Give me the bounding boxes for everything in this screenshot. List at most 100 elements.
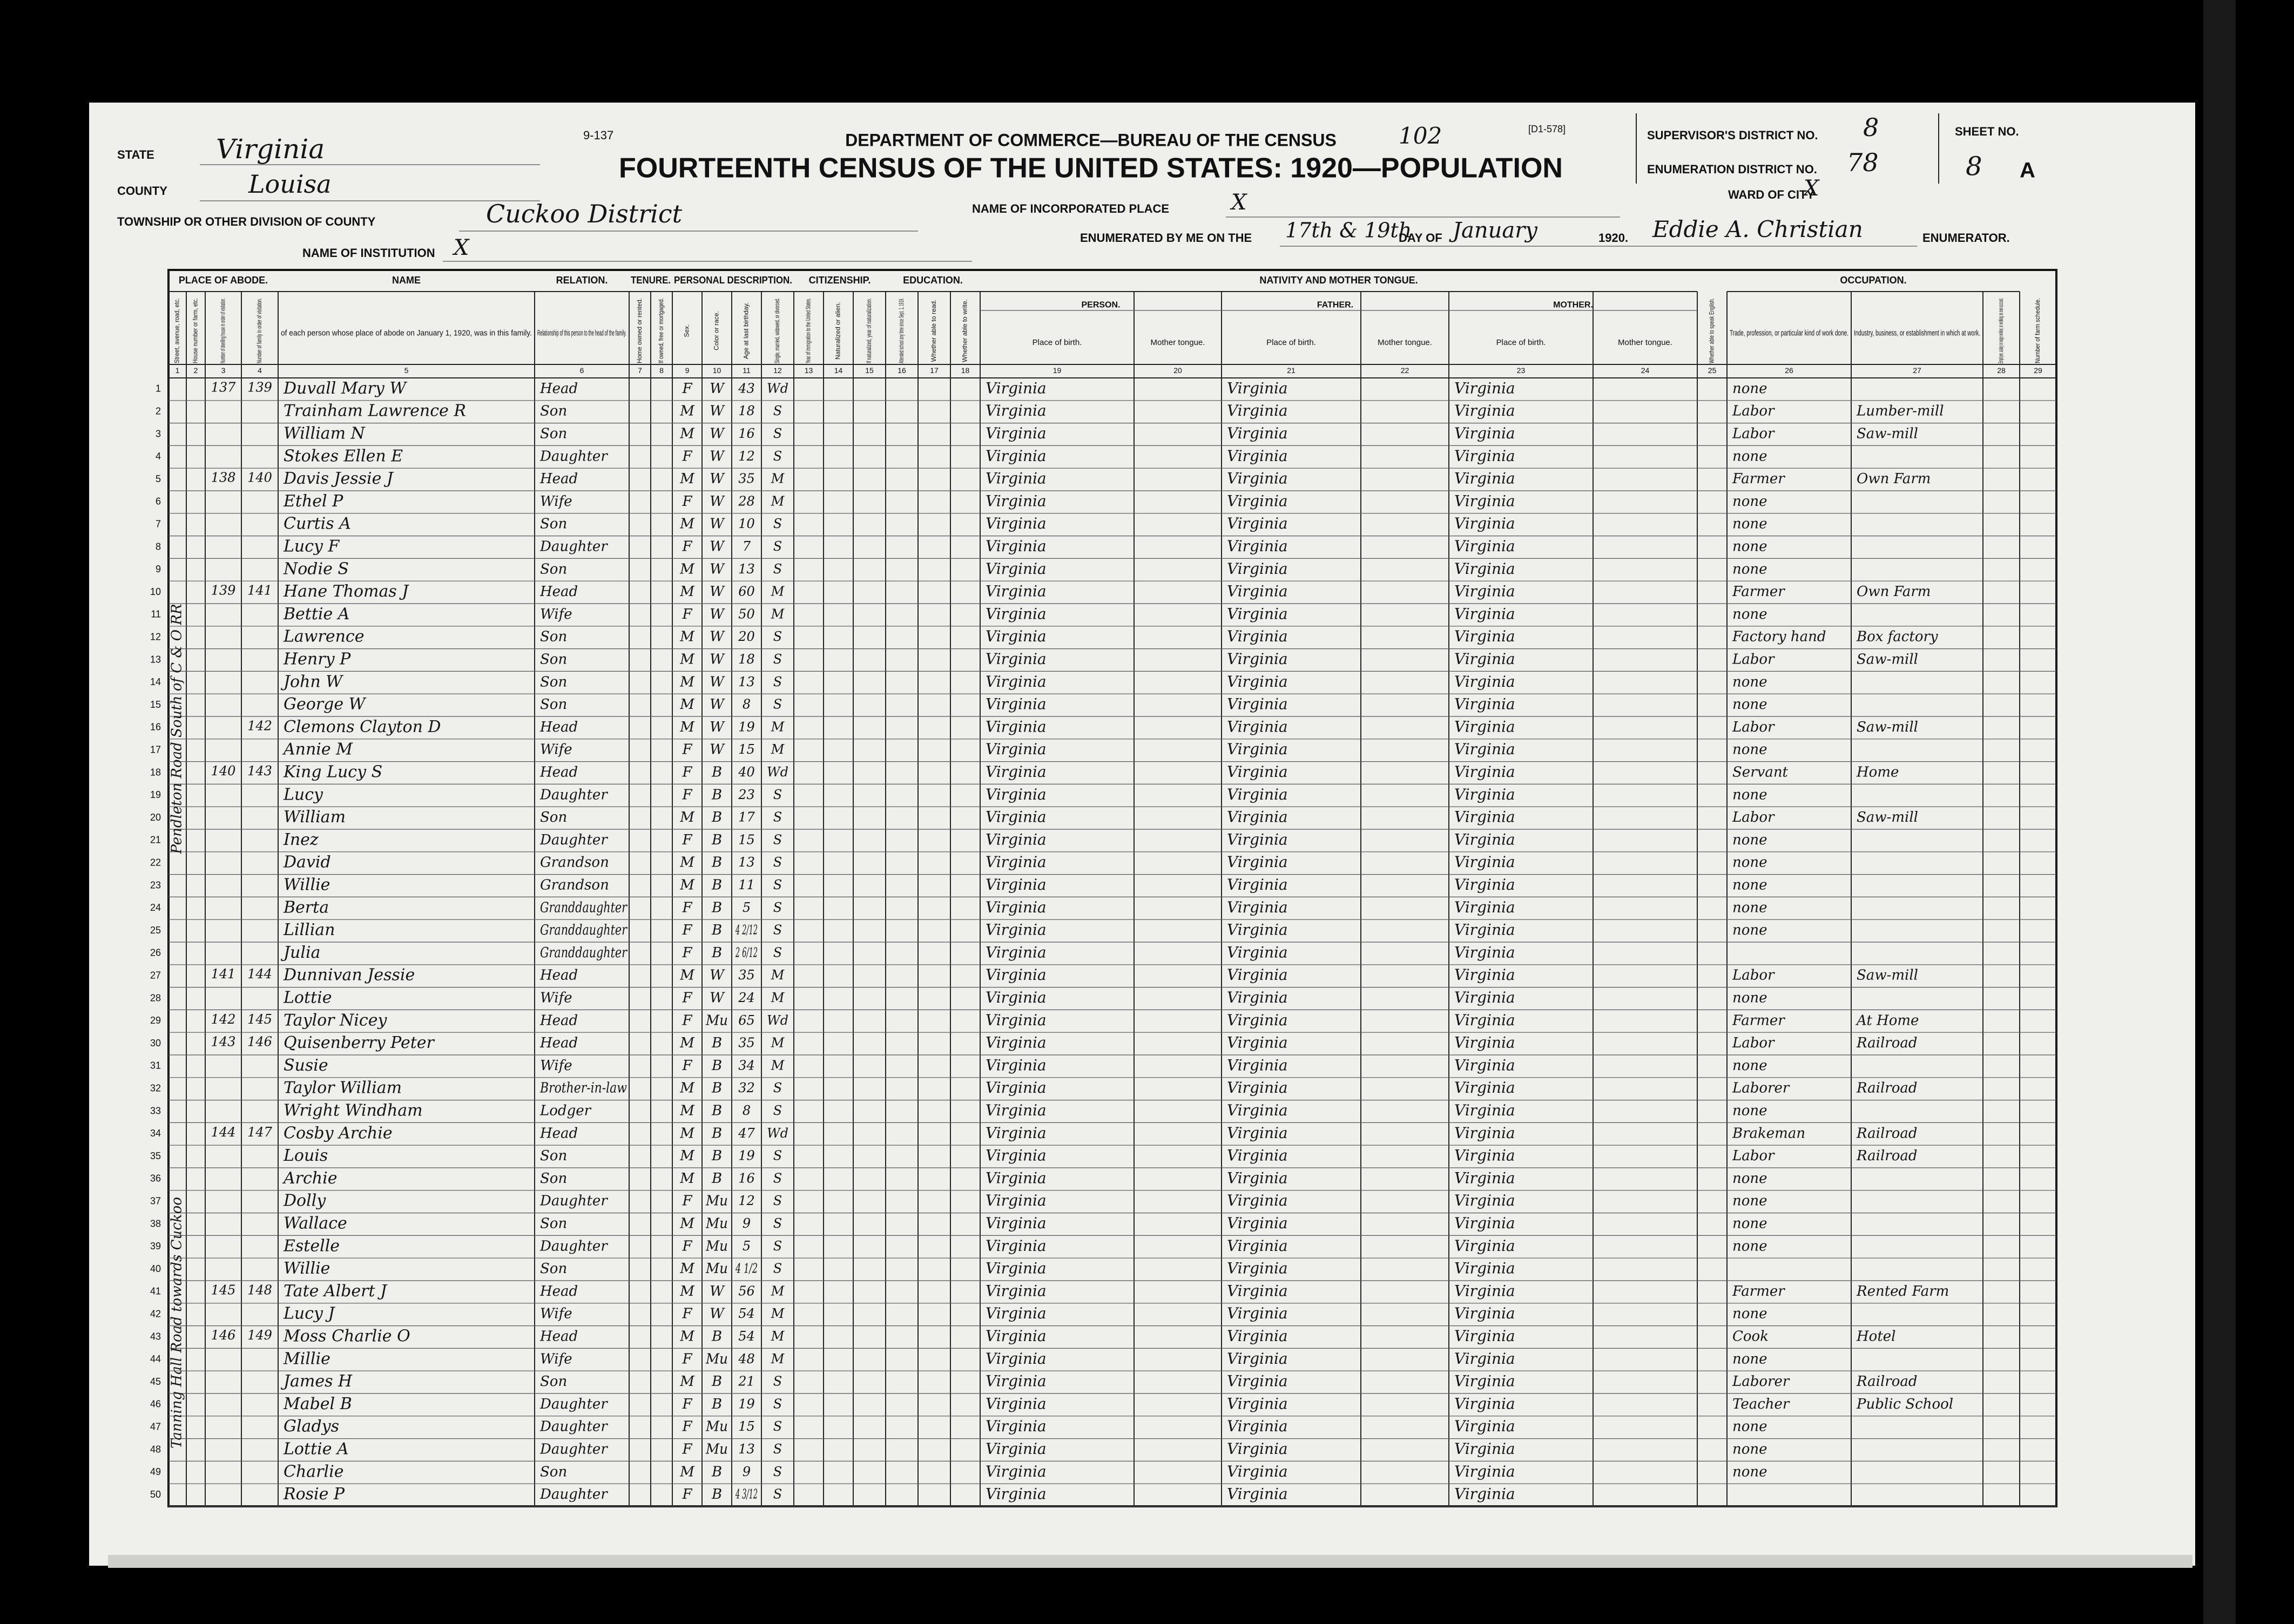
occupation: Farmer [1732,471,1785,487]
sex: F [682,1238,692,1254]
marital-status: Wd [767,381,788,396]
sex: M [679,471,695,487]
line-number: 18 [150,767,161,777]
industry: Home [1856,764,1899,781]
relation: Head [539,1035,578,1051]
father-birthplace: Virginia [1227,943,1288,961]
occupation: Labor [1732,967,1775,984]
birthplace: Virginia [986,1034,1047,1052]
relation: Wife [540,493,572,510]
sex: M [679,967,695,984]
marital-status: S [773,1193,782,1208]
dwelling-number: 140 [211,763,236,779]
column-label: If naturalized, year of naturalization. [865,298,873,363]
sex: F [682,448,692,464]
mother-birthplace: Virginia [1454,583,1515,600]
marital-status: S [773,1464,782,1479]
sheet-side: A [2020,159,2035,182]
occupation: Cook [1732,1329,1769,1345]
person-name: John W [280,672,343,691]
race: W [710,403,725,419]
mother-birthplace: Virginia [1454,402,1515,419]
industry: Railroad [1856,1035,1918,1051]
relation: Granddaughter [540,922,628,938]
family-number: 143 [247,763,272,779]
race: Mu [705,1238,728,1254]
relation: Lodger [539,1103,592,1119]
marital-status: S [773,516,782,531]
father-birthplace: Virginia [1227,1304,1288,1322]
line-number: 24 [150,902,161,913]
mother-birthplace: Virginia [1454,943,1515,961]
sex: M [679,1216,695,1232]
person-name: Wallace [284,1214,347,1233]
person-name: Henry P [283,650,351,669]
line-number: 36 [150,1173,161,1184]
occupation: none [1732,1238,1767,1254]
column-number: 2 [194,366,198,375]
line-number: 15 [150,699,161,710]
person-name: King Lucy S [283,763,382,782]
line-number: 42 [150,1308,161,1319]
father-birthplace: Virginia [1227,470,1288,488]
month: January [1449,218,1538,243]
birthplace: Virginia [986,989,1047,1006]
person-name: Tate Albert J [284,1282,388,1301]
relation: Daughter [539,832,608,848]
occupation: none [1732,990,1767,1006]
relation: Daughter [539,1238,608,1254]
incorporated-label: NAME OF INCORPORATED PLACE [972,202,1169,215]
father-birthplace: Virginia [1227,695,1288,713]
person-name: Lawrence [283,627,364,646]
family-number: 146 [247,1034,272,1050]
race: B [711,1058,722,1074]
marital-status: S [773,449,782,464]
occupation: none [1732,787,1767,803]
column-label: Relationship of this person to the head … [537,328,626,337]
person-name: Clemons Clayton D [284,718,441,736]
mother-birthplace: Virginia [1454,1124,1515,1142]
form-number: 9-137 [583,128,613,142]
mother-birthplace: Virginia [1454,1034,1515,1052]
relation: Daughter [539,1193,608,1209]
age: 54 [738,1306,755,1321]
marital-status: M [771,1058,785,1073]
race: Mu [705,1351,728,1367]
dwelling-number: 139 [211,583,236,598]
line-number: 4 [156,451,161,462]
person-name: Lucy J [283,1304,336,1323]
marital-status: S [773,1442,782,1457]
age: 47 [738,1126,755,1141]
incorporated: X [1230,190,1247,215]
institution: X [452,235,470,260]
mother-birthplace: Virginia [1454,853,1515,871]
relation: Wife [540,742,572,758]
line-number: 43 [150,1331,161,1342]
column-number: 19 [1053,366,1062,375]
column-number: 12 [773,366,782,375]
sex: F [682,493,692,510]
form-code: [D1-578] [1528,124,1566,134]
birthplace: Virginia [986,1282,1047,1300]
age: 24 [738,990,755,1005]
race: B [711,877,722,894]
relation: Head [539,381,578,397]
sex: F [682,381,692,397]
mother-birthplace: Virginia [1454,1214,1515,1232]
marital-status: Wd [767,764,788,780]
father-birthplace: Virginia [1227,1440,1288,1458]
mother-birthplace: Virginia [1454,515,1515,532]
occupation: Farmer [1732,1283,1785,1300]
column-number: 22 [1401,366,1409,375]
occupation: Brakeman [1732,1125,1805,1141]
relation: Daughter [539,539,608,555]
relation: Wife [540,1306,572,1322]
supervisor-label: SUPERVISOR'S DISTRICT NO. [1647,128,1818,142]
birthplace: Virginia [986,583,1047,600]
age: 8 [743,697,751,712]
father-birthplace: Virginia [1227,673,1288,691]
occupation: none [1732,674,1767,690]
township-label: TOWNSHIP OR OTHER DIVISION OF COUNTY [117,215,376,228]
family-number: 148 [247,1282,272,1297]
race: Mu [705,1261,728,1277]
